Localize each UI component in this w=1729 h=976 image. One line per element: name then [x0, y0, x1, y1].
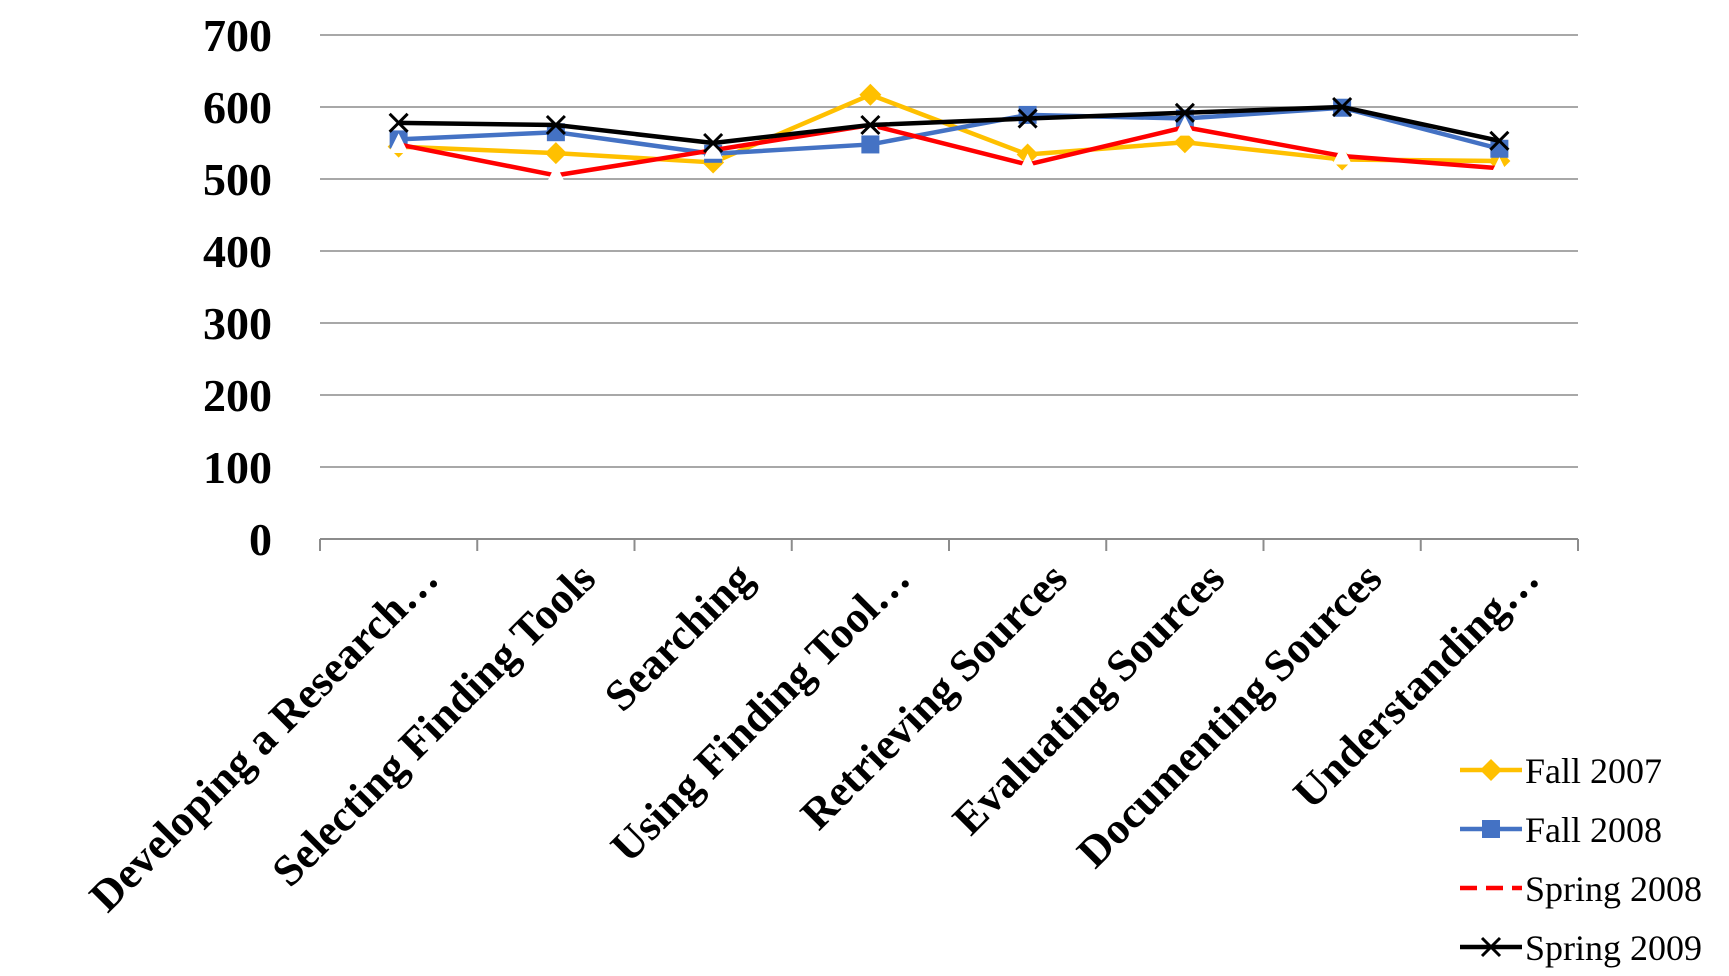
x-tick-label: Selecting Finding Tools [263, 553, 605, 895]
legend-item: Spring 2009 [1460, 928, 1702, 968]
x-tick-label: Evaluating Sources [943, 553, 1234, 844]
gridlines [320, 34, 1578, 468]
data-point [861, 135, 880, 154]
y-tick-label: 200 [203, 370, 272, 421]
x-tick-label: Retrieving Sources [791, 553, 1077, 839]
y-tick-label: 500 [203, 154, 272, 205]
data-point [1017, 153, 1038, 174]
legend-marker [1480, 759, 1502, 781]
legend-label: Spring 2008 [1525, 869, 1702, 909]
series-line [398, 104, 1500, 146]
data-point [1489, 157, 1510, 177]
legend-label: Fall 2007 [1525, 751, 1662, 791]
x-axis [319, 538, 1579, 551]
series-lines [387, 83, 1511, 184]
legend: Fall 2007 Fall 2008 Spring 2008 Spring 2009 [1460, 751, 1702, 968]
data-point [1174, 102, 1195, 123]
data-point [1018, 105, 1037, 124]
series-line [398, 92, 1500, 165]
series-line [398, 122, 1500, 178]
data-point [1175, 116, 1195, 136]
data-point [546, 164, 566, 184]
y-tick-label: 400 [203, 226, 272, 277]
data-point [1332, 96, 1353, 118]
y-tick-label: 600 [203, 82, 272, 133]
data-point [544, 142, 567, 165]
data-point [1173, 131, 1196, 154]
data-point [388, 133, 409, 153]
y-tick-label: 300 [203, 298, 272, 349]
legend-label: Fall 2008 [1525, 810, 1662, 850]
data-point [1489, 130, 1510, 151]
legend-item: Fall 2008 [1460, 810, 1662, 850]
series-spring-2009 [388, 96, 1510, 154]
y-tick-label: 0 [249, 514, 272, 565]
data-point [703, 132, 724, 154]
y-tick-label: 700 [203, 10, 272, 61]
data-point [1332, 144, 1352, 165]
y-axis-ticks: 0 100 200 300 400 500 600 700 [203, 10, 272, 565]
legend-item: Fall 2007 [1460, 751, 1662, 791]
data-point [1017, 108, 1038, 129]
data-point [860, 114, 881, 136]
data-point [545, 114, 566, 136]
x-tick-label: Documenting Sources [1068, 553, 1392, 877]
x-tick-label: Searching [595, 553, 762, 720]
legend-marker [1482, 820, 1500, 838]
data-point [859, 83, 882, 106]
legend-label: Spring 2009 [1525, 928, 1702, 968]
x-axis-tick-labels: Developing a Research…Selecting Finding … [80, 553, 1548, 921]
legend-marker [1480, 936, 1502, 958]
y-tick-label: 100 [203, 442, 272, 493]
data-point [388, 112, 409, 133]
legend-item: Spring 2008 [1460, 869, 1702, 909]
x-tick-label: Using Finding Tool… [601, 553, 919, 871]
